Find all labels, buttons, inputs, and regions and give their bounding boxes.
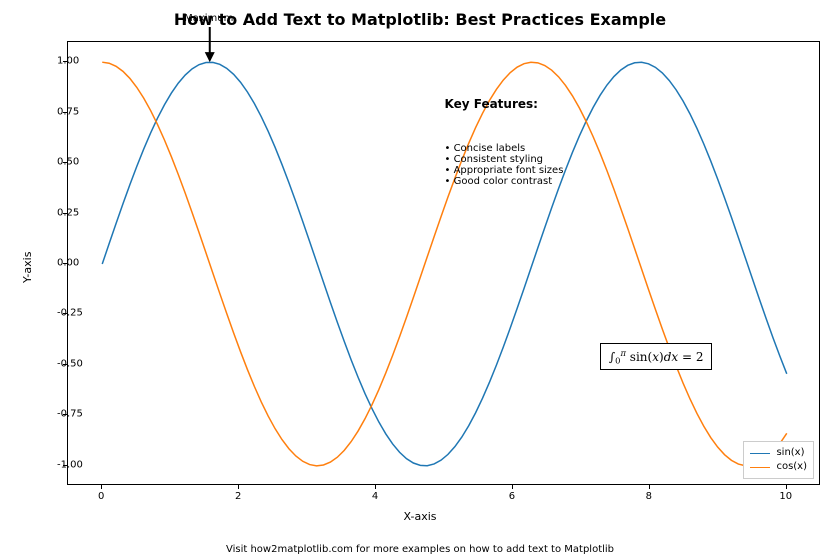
x-tick-label: 8 <box>646 491 652 502</box>
x-tick-label: 10 <box>779 491 792 502</box>
key-features-list: • Concise labels • Consistent styling • … <box>445 143 564 187</box>
legend-swatch <box>750 453 770 454</box>
x-tick-mark <box>649 485 650 489</box>
x-axis-label: X-axis <box>0 510 840 523</box>
y-tick-mark <box>63 313 67 314</box>
x-tick-mark <box>375 485 376 489</box>
y-tick-mark <box>63 213 67 214</box>
key-features-title: Key Features: <box>445 97 538 111</box>
legend-entry: cos(x) <box>750 460 807 474</box>
x-tick-mark <box>512 485 513 489</box>
legend: sin(x)cos(x) <box>743 441 814 479</box>
x-tick-mark <box>238 485 239 489</box>
y-tick-mark <box>63 414 67 415</box>
x-tick-mark <box>786 485 787 489</box>
x-tick-label: 2 <box>235 491 241 502</box>
x-tick-label: 6 <box>509 491 515 502</box>
y-tick-mark <box>63 162 67 163</box>
legend-label: sin(x) <box>776 446 804 460</box>
x-tick-label: 4 <box>372 491 378 502</box>
x-tick-label: 0 <box>98 491 104 502</box>
y-tick-mark <box>63 364 67 365</box>
legend-entry: sin(x) <box>750 446 807 460</box>
legend-swatch <box>750 467 770 468</box>
x-tick-mark <box>101 485 102 489</box>
plot-area: Key Features: • Concise labels • Consist… <box>67 41 820 485</box>
y-tick-mark <box>63 112 67 113</box>
y-tick-mark <box>63 263 67 264</box>
figure-footer-text: Visit how2matplotlib.com for more exampl… <box>0 544 840 555</box>
legend-label: cos(x) <box>776 460 807 474</box>
y-axis-label: Y-axis <box>21 252 34 283</box>
chart-title: How to Add Text to Matplotlib: Best Prac… <box>0 10 840 29</box>
figure: Maximum How to Add Text to Matplotlib: B… <box>0 0 840 560</box>
y-tick-mark <box>63 61 67 62</box>
y-tick-mark <box>63 465 67 466</box>
integral-math-box: ∫0π sin(x)dx = 2 <box>600 343 713 371</box>
